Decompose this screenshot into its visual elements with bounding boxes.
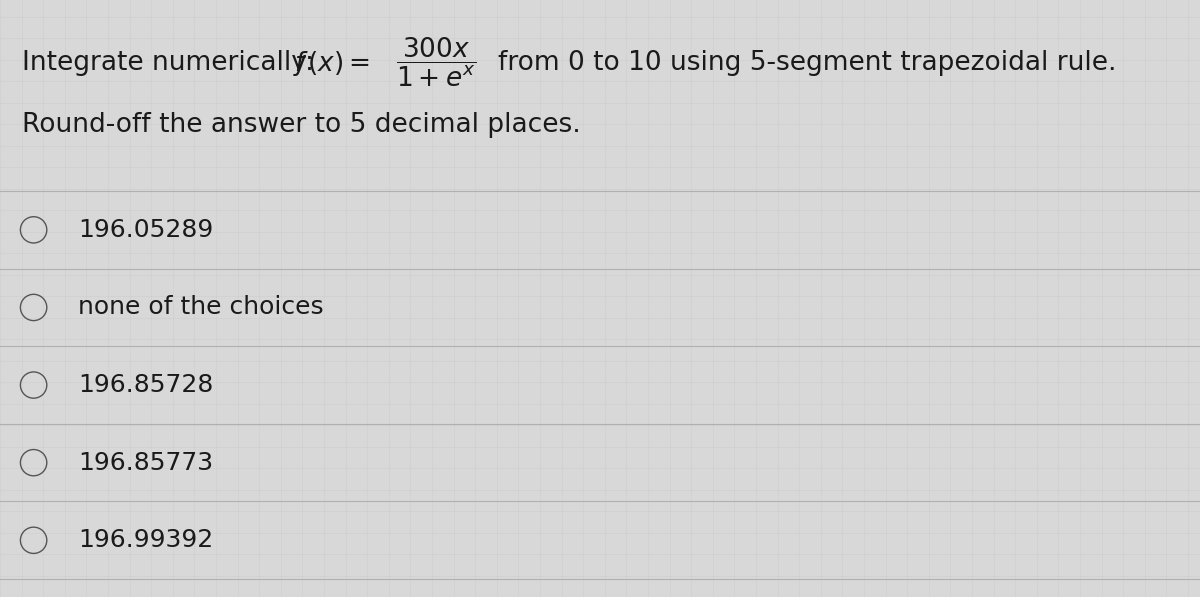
Text: $\dfrac{300x}{1+e^{x}}$: $\dfrac{300x}{1+e^{x}}$ [396,36,476,90]
Text: none of the choices: none of the choices [78,296,324,319]
Text: 196.85773: 196.85773 [78,451,214,475]
Text: 196.99392: 196.99392 [78,528,214,552]
Text: Round-off the answer to 5 decimal places.: Round-off the answer to 5 decimal places… [22,112,581,139]
Text: 196.05289: 196.05289 [78,218,214,242]
Text: Integrate numerically:: Integrate numerically: [22,50,322,76]
Text: 196.85728: 196.85728 [78,373,214,397]
Text: from 0 to 10 using 5-segment trapezoidal rule.: from 0 to 10 using 5-segment trapezoidal… [498,50,1116,76]
Text: $f\,(x) =$: $f\,(x) =$ [294,49,370,76]
